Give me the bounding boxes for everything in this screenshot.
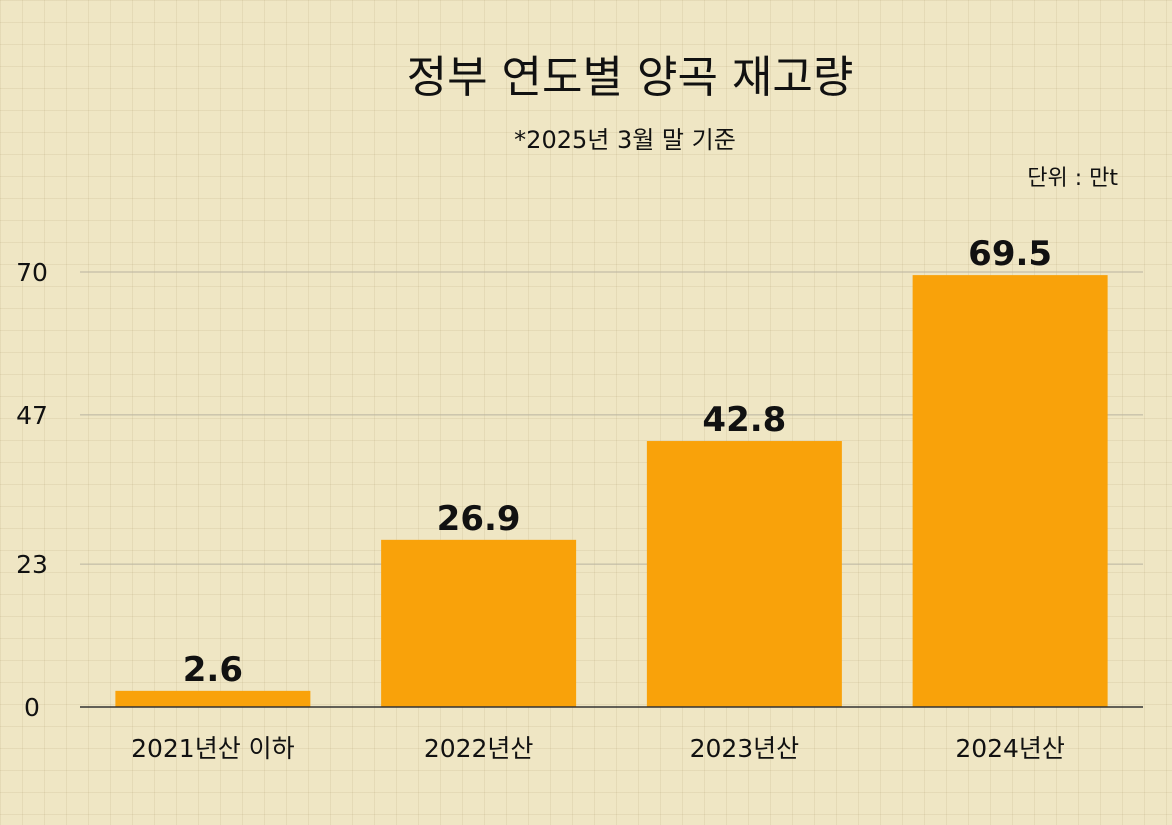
x-tick-label: 2024년산 — [955, 734, 1065, 763]
y-tick-label: 70 — [16, 258, 48, 287]
y-axis: 0 23 47 70 — [16, 258, 48, 722]
chart-title: 정부 연도별 양곡 재고량 — [407, 52, 854, 103]
y-tick-label: 47 — [16, 401, 48, 430]
x-tick-label: 2021년산 이하 — [131, 734, 295, 763]
data-label: 2.6 — [183, 650, 243, 690]
x-tick-label: 2023년산 — [690, 734, 800, 763]
bars — [115, 275, 1108, 707]
bar — [115, 690, 311, 707]
y-tick-label: 0 — [24, 693, 40, 722]
data-label: 69.5 — [968, 234, 1052, 274]
y-tick-label: 23 — [16, 550, 48, 579]
bar — [381, 539, 577, 707]
x-axis: 2021년산 이하 2022년산 2023년산 2024년산 — [131, 734, 1065, 763]
unit-label: 단위 : 만t — [1027, 166, 1118, 191]
bar — [912, 275, 1108, 707]
data-label: 26.9 — [437, 499, 521, 539]
chart-subtitle: *2025년 3월 말 기준 — [514, 126, 736, 154]
bar — [646, 441, 842, 707]
data-labels: 2.6 26.9 42.8 69.5 — [183, 234, 1052, 690]
x-tick-label: 2022년산 — [424, 734, 534, 763]
data-label: 42.8 — [702, 400, 786, 440]
